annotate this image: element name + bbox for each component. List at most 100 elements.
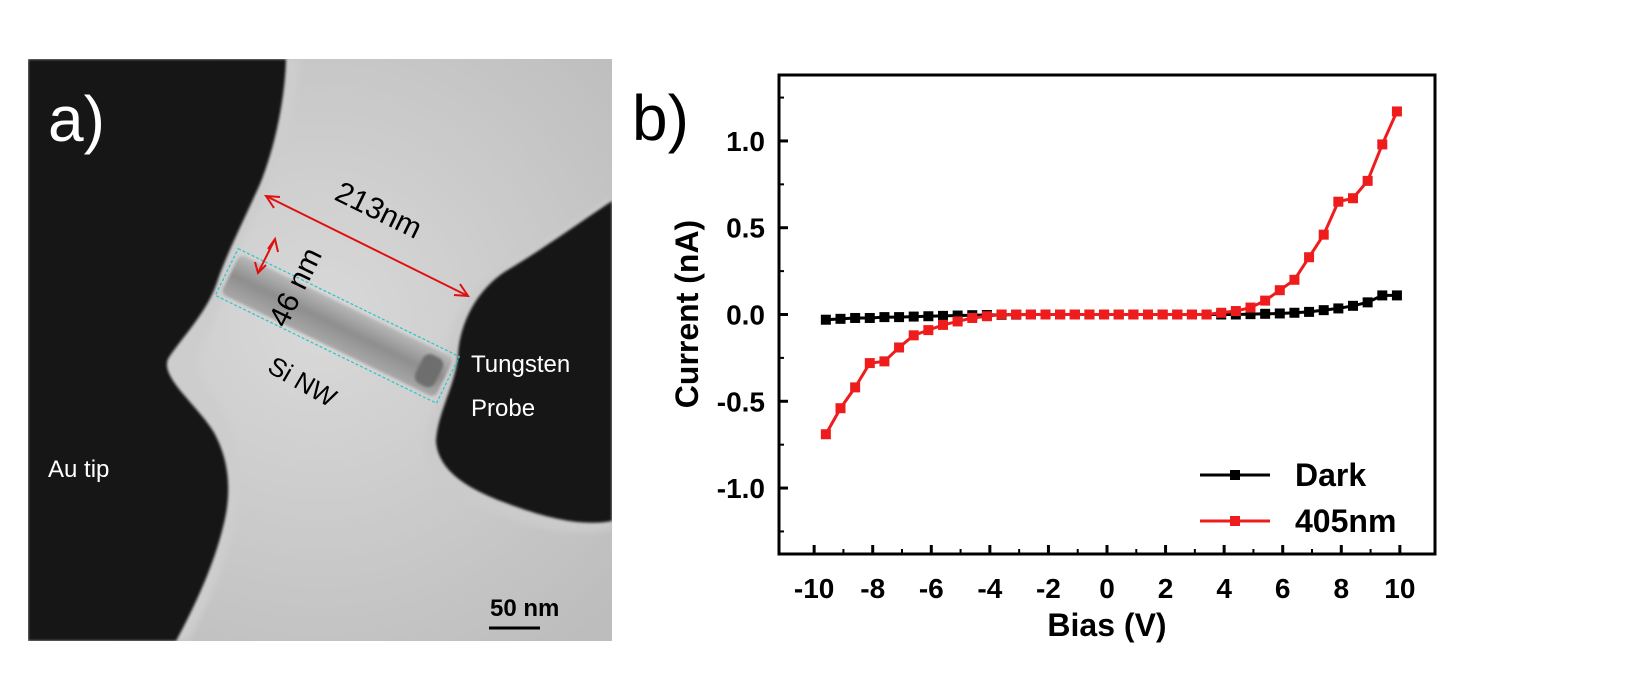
x-tick-label: 0 bbox=[1099, 573, 1115, 604]
data-point bbox=[908, 330, 919, 341]
data-point bbox=[1025, 309, 1036, 320]
data-point bbox=[850, 382, 861, 393]
x-tick-label: 6 bbox=[1275, 573, 1291, 604]
iv-chart-panel: b) -10 -8 -6 -4 -2 0 2 4 6 8 10 1.0 0.5 0.0 -0.5 -1.0 … bbox=[612, 0, 1633, 694]
y-tick-label: -0.5 bbox=[717, 386, 765, 417]
data-point bbox=[1348, 300, 1358, 311]
data-point bbox=[967, 312, 978, 323]
data-point bbox=[981, 311, 992, 322]
data-point bbox=[835, 313, 846, 324]
data-point bbox=[1274, 285, 1285, 296]
data-point bbox=[1128, 309, 1139, 320]
data-point bbox=[952, 316, 963, 327]
series-405nm bbox=[820, 106, 1402, 440]
data-point bbox=[1304, 252, 1315, 263]
data-point bbox=[1186, 309, 1197, 320]
legend-label: 405nm bbox=[1295, 503, 1396, 539]
data-point bbox=[850, 312, 861, 323]
y-axis-label: Current (nA) bbox=[669, 220, 705, 408]
data-point bbox=[952, 310, 963, 321]
data-point bbox=[923, 325, 934, 336]
x-tick-label: -8 bbox=[860, 573, 885, 604]
iv-chart: b) -10 -8 -6 -4 -2 0 2 4 6 8 10 1.00.50.0-0.5-1.0 … bbox=[632, 73, 1437, 643]
data-point bbox=[894, 342, 905, 353]
data-point bbox=[835, 403, 846, 414]
x-tick-label: 4 bbox=[1216, 573, 1232, 604]
data-point bbox=[1348, 193, 1358, 204]
data-point bbox=[1377, 139, 1388, 150]
length-dimension-arrow bbox=[264, 194, 470, 298]
data-point bbox=[1260, 308, 1271, 319]
data-point bbox=[1143, 309, 1153, 320]
data-point bbox=[1289, 307, 1300, 318]
data-point bbox=[1304, 306, 1315, 317]
y-tick-label: 1.0 bbox=[726, 126, 765, 157]
x-tick-label: 8 bbox=[1333, 573, 1349, 604]
data-point bbox=[1362, 297, 1373, 308]
data-point bbox=[1245, 302, 1256, 313]
data-point bbox=[1362, 175, 1373, 186]
data-point bbox=[1069, 309, 1080, 320]
data-point bbox=[1377, 290, 1388, 301]
data-point bbox=[820, 314, 831, 325]
au-tip-label: Au tip bbox=[48, 456, 109, 483]
scale-bar-label: 50 nm bbox=[490, 595, 559, 622]
data-point bbox=[864, 358, 875, 369]
tem-micrograph: 213nm 46 nm a) Si NW Tungsten Probe Au t… bbox=[28, 59, 612, 641]
data-point bbox=[820, 429, 831, 440]
data-point bbox=[1172, 309, 1183, 320]
data-point bbox=[864, 312, 875, 323]
data-point bbox=[1260, 295, 1271, 306]
data-point bbox=[1113, 309, 1124, 320]
data-point bbox=[1201, 309, 1212, 320]
data-point bbox=[1011, 309, 1022, 320]
data-point bbox=[1157, 309, 1168, 320]
silicon-nanowire bbox=[214, 247, 461, 405]
data-point bbox=[1318, 229, 1329, 240]
y-tick-label: 0.0 bbox=[726, 300, 765, 331]
panel-b-label: b) bbox=[632, 82, 689, 154]
x-axis-label: Bias (V) bbox=[1047, 607, 1166, 643]
legend-label: Dark bbox=[1295, 457, 1366, 493]
probe-label-line1: Tungsten bbox=[471, 351, 570, 378]
x-tick-label: 2 bbox=[1158, 573, 1174, 604]
x-tick-label: 10 bbox=[1384, 573, 1415, 604]
data-point bbox=[1333, 196, 1344, 207]
au-tip-shape bbox=[28, 59, 286, 641]
x-tick-label: -4 bbox=[977, 573, 1002, 604]
data-point bbox=[1391, 106, 1402, 117]
tem-micrograph-panel: 213nm 46 nm a) Si NW Tungsten Probe Au t… bbox=[28, 59, 612, 641]
series-layer bbox=[820, 106, 1402, 440]
data-point bbox=[1055, 309, 1066, 320]
data-point bbox=[1084, 309, 1095, 320]
data-point bbox=[1099, 309, 1110, 320]
width-dimension-arrow bbox=[254, 236, 279, 275]
data-point bbox=[996, 309, 1007, 320]
data-point bbox=[1040, 309, 1051, 320]
data-point bbox=[1274, 308, 1285, 319]
legend: Dark 405nm bbox=[1200, 457, 1396, 539]
data-point bbox=[879, 312, 890, 323]
data-point bbox=[894, 312, 905, 323]
series-line bbox=[824, 110, 1399, 435]
panel-a-label: a) bbox=[48, 83, 105, 155]
x-tick-label: -6 bbox=[919, 573, 944, 604]
y-tick-label: -1.0 bbox=[717, 473, 765, 504]
nanowire-outline bbox=[214, 247, 461, 405]
x-tick-label: -2 bbox=[1036, 573, 1061, 604]
data-point bbox=[1333, 303, 1344, 314]
data-point bbox=[1245, 309, 1256, 320]
tungsten-probe-shape bbox=[436, 201, 612, 523]
x-tick-label: -10 bbox=[794, 573, 834, 604]
data-point bbox=[938, 319, 948, 330]
data-point bbox=[879, 356, 890, 367]
data-point bbox=[938, 310, 948, 321]
data-point bbox=[923, 311, 934, 322]
y-tick-label: 0.5 bbox=[726, 213, 765, 244]
data-point bbox=[1289, 274, 1300, 285]
data-point bbox=[908, 311, 919, 322]
y-axis-ticks: 1.0 0.5 0.0 -0.5 -1.0 bbox=[717, 96, 788, 533]
data-point bbox=[1318, 305, 1329, 316]
legend-marker bbox=[1230, 516, 1240, 526]
data-point bbox=[1216, 307, 1227, 318]
